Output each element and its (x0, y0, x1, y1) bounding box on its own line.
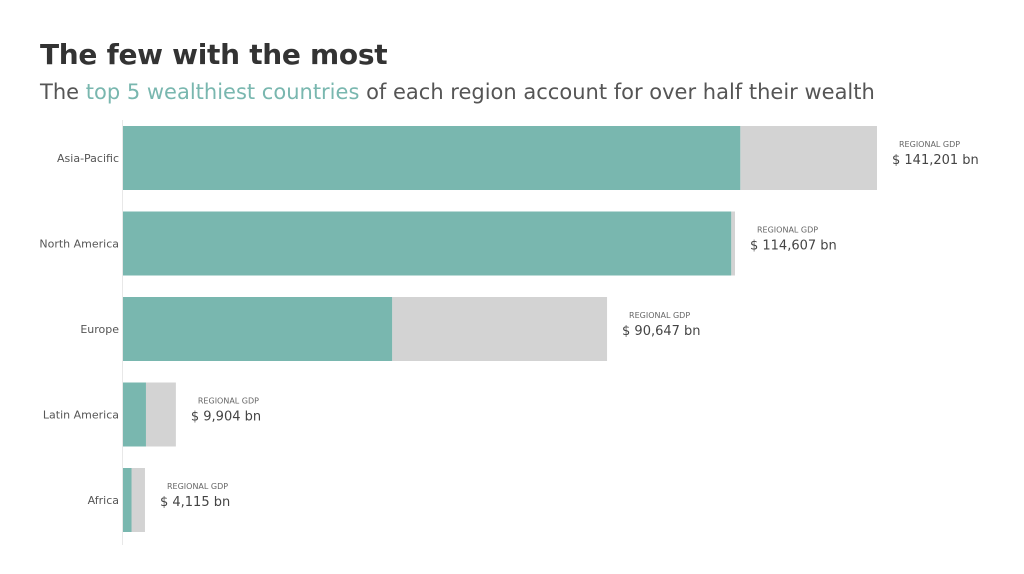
total-value-label: $ 141,201 bn (892, 153, 979, 168)
bar-rest (740, 126, 877, 190)
bar-rest (392, 297, 608, 361)
bar-rest (131, 468, 145, 532)
category-label: Africa (88, 494, 119, 507)
bar-top5 (123, 297, 393, 361)
bar-rest (731, 211, 735, 276)
category-label: Europe (80, 323, 119, 336)
subtitle-text-before: The (40, 80, 86, 104)
bar-top5 (123, 468, 132, 532)
subtitle-highlight: top 5 wealthiest countries (85, 80, 360, 104)
total-label: REGIONAL GDP (899, 140, 960, 149)
total-value-label: $ 4,115 bn (160, 495, 230, 510)
total-value-label: $ 114,607 bn (750, 239, 837, 254)
bar-top5 (123, 382, 146, 447)
total-label: REGIONAL GDP (757, 226, 818, 235)
chart-subtitle: The top 5 wealthiest countries of each r… (40, 80, 875, 104)
total-value-label: $ 9,904 bn (191, 410, 261, 425)
category-label: Asia-Pacific (57, 152, 119, 165)
subtitle-text-after: of each region account for over half the… (359, 80, 875, 104)
total-label: REGIONAL GDP (167, 482, 228, 491)
bar-rest (145, 382, 176, 447)
total-label: REGIONAL GDP (629, 311, 690, 320)
bar-top5 (123, 126, 741, 190)
chart-title: The few with the most (40, 38, 388, 71)
category-label: Latin America (43, 409, 119, 422)
category-label: North America (39, 238, 119, 251)
bars-group: Asia-Pacific REGIONAL GDP $ 141,201 bn Nort… (39, 126, 979, 532)
total-value-label: $ 90,647 bn (622, 324, 701, 339)
total-label: REGIONAL GDP (198, 397, 259, 406)
bar-top5 (123, 211, 732, 276)
